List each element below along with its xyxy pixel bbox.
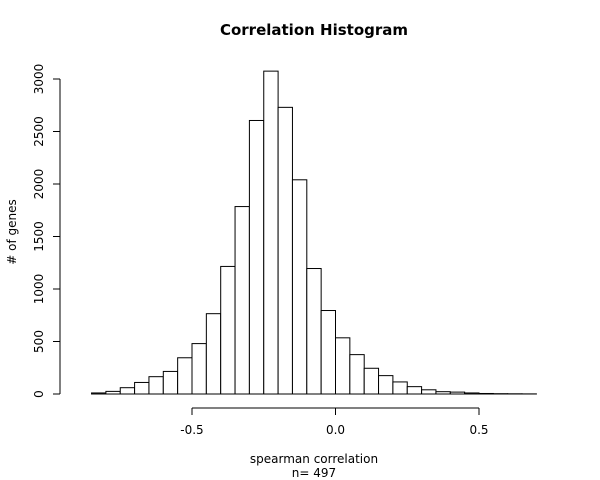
- y-tick-label: 3000: [32, 64, 46, 95]
- histogram-bar: [464, 392, 480, 395]
- histogram-bar: [277, 106, 293, 395]
- histogram-bar: [248, 119, 265, 395]
- chart-title: Correlation Histogram: [220, 21, 408, 39]
- histogram-bar: [478, 392, 494, 395]
- histogram-bar: [306, 268, 322, 395]
- histogram-bar: [349, 354, 365, 395]
- histogram-bar: [91, 392, 107, 395]
- y-tick-label: 2000: [32, 169, 46, 200]
- x-axis: -0.5 0.0 0.5: [180, 407, 489, 437]
- histogram-bar: [134, 381, 150, 395]
- histogram-bar: [378, 375, 394, 395]
- histogram-bar: [119, 387, 136, 395]
- histogram-bar: [148, 376, 164, 395]
- y-tick-label: 0: [32, 390, 46, 398]
- histogram-bar: [435, 391, 451, 395]
- histogram-bar: [234, 206, 250, 395]
- x-tick-label: 0.0: [326, 423, 345, 437]
- histogram-bar: [220, 265, 236, 395]
- histogram-bar: [205, 313, 222, 395]
- bars-group: [91, 70, 537, 395]
- x-axis-label: spearman correlation: [250, 452, 378, 466]
- histogram-bar: [191, 343, 207, 395]
- y-tick-label: 2500: [32, 116, 46, 147]
- y-tick-label: 1500: [32, 221, 46, 252]
- histogram-bar: [421, 389, 437, 395]
- histogram-bar: [363, 367, 380, 395]
- histogram-bar: [392, 381, 408, 395]
- histogram-bar: [449, 391, 466, 395]
- histogram-bar: [320, 310, 336, 395]
- histogram-bar: [291, 179, 308, 395]
- y-tick-label: 500: [32, 330, 46, 353]
- y-axis: 0 500 1000 1500 2000 2500 3000: [32, 64, 61, 398]
- histogram-bar: [105, 390, 121, 395]
- sample-size-label: n= 497: [292, 466, 336, 480]
- x-tick-label: -0.5: [180, 423, 203, 437]
- histogram-bar: [335, 337, 351, 395]
- histogram-bar: [177, 357, 193, 395]
- histogram-bar: [162, 370, 179, 395]
- y-tick-label: 1000: [32, 274, 46, 305]
- histogram-bar: [263, 70, 279, 395]
- histogram-bar: [406, 386, 423, 395]
- x-tick-label: 0.5: [469, 423, 488, 437]
- y-axis-label: # of genes: [5, 199, 19, 265]
